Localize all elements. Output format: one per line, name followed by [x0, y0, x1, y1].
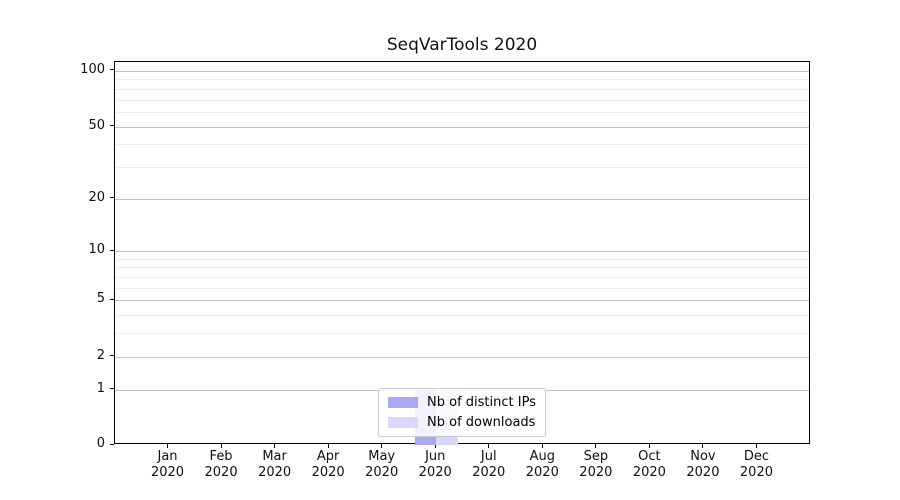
x-tick-label: Nov 2020	[686, 449, 720, 480]
x-tick-label: Jun 2020	[418, 449, 452, 480]
legend-label-downloads: Nb of downloads	[427, 415, 536, 430]
gridline-minor	[115, 99, 809, 101]
x-tick	[167, 444, 169, 448]
x-tick	[434, 444, 436, 448]
legend-item-downloads: Nb of downloads	[388, 415, 536, 430]
x-tick-label: Jul 2020	[472, 449, 506, 480]
x-tick	[488, 444, 490, 448]
y-tick	[110, 298, 114, 300]
x-tick-label: Feb 2020	[204, 449, 238, 480]
y-tick	[110, 197, 114, 199]
gridline-minor	[115, 333, 809, 335]
legend-item-distinct-ips: Nb of distinct IPs	[388, 395, 536, 410]
y-tick-label: 1	[96, 380, 105, 396]
gridline-minor	[115, 267, 809, 269]
y-tick-label: 20	[88, 189, 105, 205]
gridline-minor	[115, 277, 809, 279]
y-tick	[110, 355, 114, 357]
x-tick-label: Apr 2020	[311, 449, 345, 480]
legend-swatch-downloads	[388, 417, 419, 428]
x-tick	[648, 444, 650, 448]
x-tick	[327, 444, 329, 448]
gridline-minor	[115, 287, 809, 289]
x-tick	[755, 444, 757, 448]
x-tick	[274, 444, 276, 448]
x-tick-label: Dec 2020	[739, 449, 773, 480]
y-tick-label: 0	[96, 436, 105, 451]
x-tick-label: Mar 2020	[258, 449, 292, 480]
gridline-minor	[115, 144, 809, 146]
gridline-major	[115, 70, 809, 72]
y-tick	[110, 69, 114, 71]
y-tick	[110, 388, 114, 390]
x-tick	[541, 444, 543, 448]
y-tick-label: 100	[80, 61, 105, 77]
x-tick	[702, 444, 704, 448]
legend-label-distinct-ips: Nb of distinct IPs	[427, 395, 536, 410]
legend: Nb of distinct IPs Nb of downloads	[378, 388, 546, 437]
legend-swatch-distinct-ips	[388, 397, 419, 408]
gridline-minor	[115, 258, 809, 260]
x-tick	[220, 444, 222, 448]
x-tick-label: Oct 2020	[632, 449, 666, 480]
y-tick-label: 2	[96, 347, 105, 363]
gridline-minor	[115, 79, 809, 81]
x-tick	[595, 444, 597, 448]
x-tick-label: May 2020	[365, 449, 399, 480]
y-tick	[110, 125, 114, 126]
gridline-major	[115, 356, 809, 358]
x-tick	[381, 444, 383, 448]
gridline-major	[115, 251, 809, 253]
y-tick-label: 50	[88, 117, 105, 133]
plot-area: Nb of distinct IPs Nb of downloads	[114, 61, 810, 445]
gridline-minor	[115, 315, 809, 317]
gridline-minor	[115, 111, 809, 113]
chart-title: SeqVarTools 2020	[386, 35, 538, 55]
x-tick-label: Jan 2020	[150, 449, 185, 480]
y-tick	[110, 249, 114, 251]
gridline-major	[115, 300, 809, 302]
gridline-minor	[115, 88, 809, 90]
gridline-minor	[115, 166, 809, 168]
gridline-major	[115, 126, 809, 128]
x-tick-label: Aug 2020	[525, 449, 559, 480]
x-tick-label: Sep 2020	[579, 449, 613, 480]
y-tick-label: 5	[96, 291, 105, 307]
gridline-major	[115, 198, 809, 200]
y-tick-label: 10	[88, 242, 105, 258]
y-tick	[110, 443, 114, 445]
